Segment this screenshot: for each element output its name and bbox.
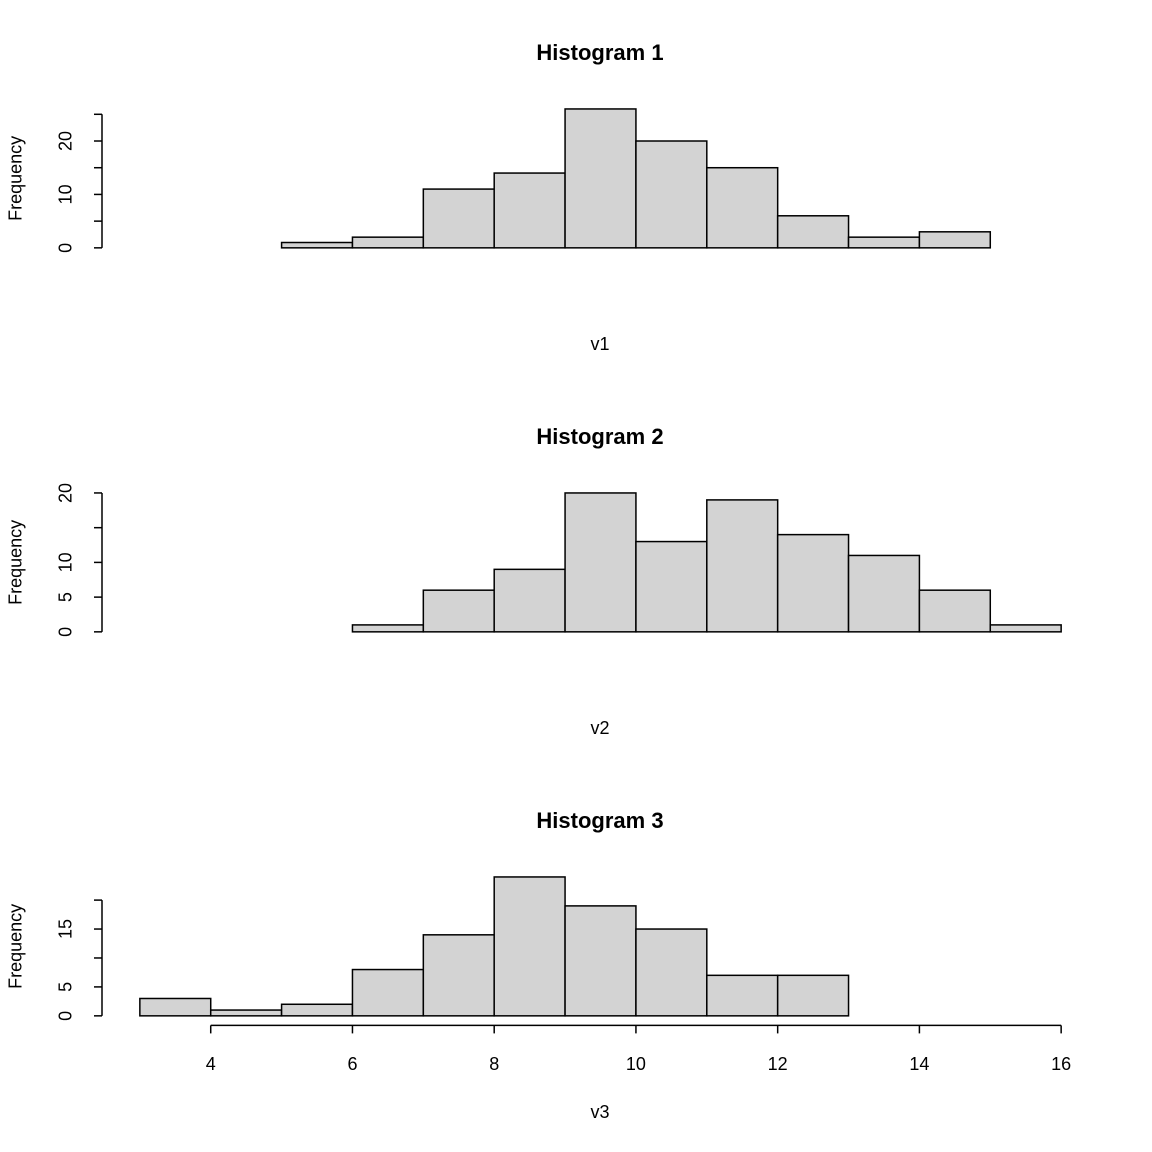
bar bbox=[351, 624, 425, 633]
x-axis-label: v3 bbox=[590, 1102, 609, 1122]
bar bbox=[422, 934, 495, 1017]
x-tick-label: 10 bbox=[626, 1054, 646, 1074]
bar bbox=[564, 108, 637, 249]
y-tick-label: 5 bbox=[56, 592, 76, 602]
bar bbox=[351, 968, 425, 1017]
bar bbox=[493, 172, 566, 249]
y-tick-label: 5 bbox=[56, 982, 76, 992]
bar bbox=[493, 568, 566, 633]
bar bbox=[139, 997, 212, 1017]
x-axis-label: v1 bbox=[590, 334, 609, 354]
bar bbox=[706, 974, 779, 1017]
bar bbox=[351, 236, 425, 249]
y-tick-label: 10 bbox=[56, 184, 76, 204]
bar bbox=[635, 928, 708, 1017]
y-tick-label: 20 bbox=[56, 483, 76, 503]
x-tick-label: 8 bbox=[489, 1054, 499, 1074]
bar bbox=[706, 499, 779, 633]
x-tick-label: 16 bbox=[1051, 1054, 1071, 1074]
bar bbox=[635, 540, 708, 633]
y-axis-label: Frequency bbox=[6, 520, 26, 605]
bar bbox=[989, 624, 1062, 633]
chart-title: Histogram 3 bbox=[536, 808, 663, 833]
bar bbox=[776, 533, 850, 633]
bar bbox=[493, 876, 566, 1017]
bar bbox=[422, 188, 495, 249]
bar bbox=[564, 492, 637, 633]
y-tick-label: 20 bbox=[56, 131, 76, 151]
y-axis-label: Frequency bbox=[6, 904, 26, 989]
bar bbox=[635, 140, 708, 249]
chart-title: Histogram 2 bbox=[536, 424, 663, 449]
bar bbox=[209, 1009, 283, 1017]
bar bbox=[918, 231, 992, 249]
y-tick-label: 0 bbox=[56, 627, 76, 637]
x-tick-label: 4 bbox=[206, 1054, 216, 1074]
y-tick-label: 15 bbox=[56, 919, 76, 939]
bar bbox=[280, 1003, 354, 1017]
bar bbox=[776, 215, 850, 249]
bar bbox=[706, 166, 779, 249]
y-tick-label: 10 bbox=[56, 552, 76, 572]
bar bbox=[918, 589, 992, 633]
chart-title: Histogram 1 bbox=[536, 40, 663, 65]
bar bbox=[847, 554, 921, 633]
y-tick-label: 0 bbox=[56, 1011, 76, 1021]
x-axis-label: v2 bbox=[590, 718, 609, 738]
bar bbox=[776, 974, 850, 1017]
bar bbox=[422, 589, 495, 633]
y-tick-label: 0 bbox=[56, 243, 76, 253]
y-axis-label: Frequency bbox=[6, 136, 26, 221]
x-tick-label: 14 bbox=[909, 1054, 929, 1074]
bar bbox=[280, 241, 354, 249]
x-tick-label: 6 bbox=[347, 1054, 357, 1074]
bar bbox=[847, 236, 921, 249]
bar bbox=[564, 905, 637, 1017]
x-tick-label: 12 bbox=[768, 1054, 788, 1074]
